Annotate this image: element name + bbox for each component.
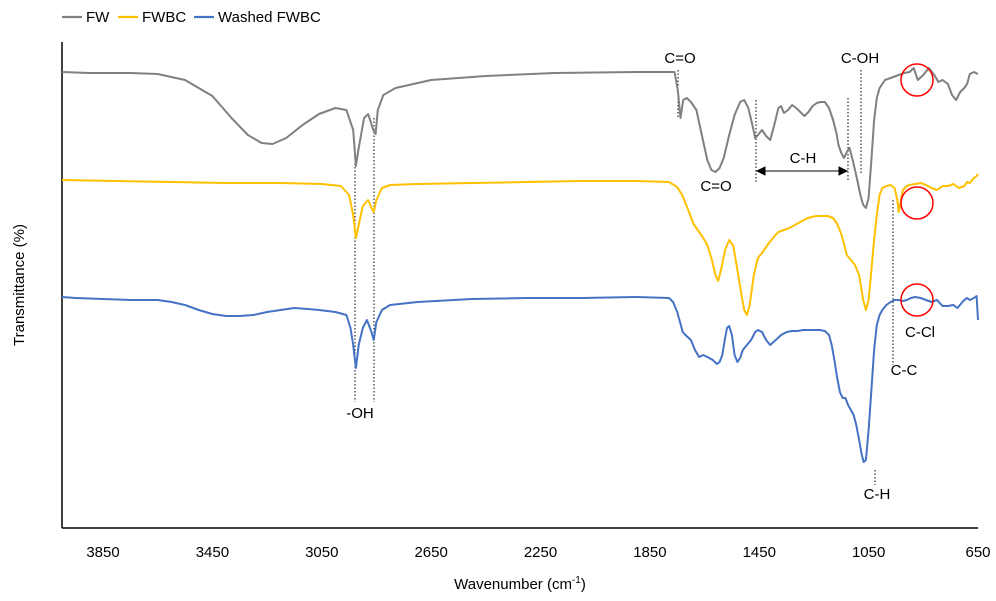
- x-tick-label: 1850: [633, 544, 666, 561]
- x-axis-label-main: Wavenumber (cm: [454, 576, 572, 593]
- x-axis-label-close: ): [581, 576, 586, 593]
- peak-label-co-top: C=O: [664, 50, 695, 67]
- c-h-arrow-head-left: [755, 166, 766, 176]
- x-tick-label: 1050: [852, 544, 885, 561]
- series-line-fw: [61, 67, 979, 209]
- x-tick-label: 3050: [305, 544, 338, 561]
- x-tick-labels: 3850 3450 3050 2650 2250 1850 1450 1050 650: [86, 544, 990, 561]
- legend-label-fwbc: FWBC: [142, 9, 186, 26]
- legend-label-fw: FW: [86, 9, 110, 26]
- c-h-range-arrow: [755, 166, 849, 176]
- c-h-arrow-head-right: [838, 166, 849, 176]
- peak-label-co-lower: C=O: [700, 178, 731, 195]
- peak-guide-lines: [354, 70, 894, 485]
- legend-label-washed-fwbc: Washed FWBC: [218, 9, 321, 26]
- x-tick-label: 2650: [414, 544, 447, 561]
- highlight-circle-washed-fwbc: [900, 283, 934, 317]
- y-axis-label: Transmittance (%): [11, 224, 28, 346]
- legend: FW FWBC Washed FWBC: [62, 9, 321, 26]
- series-layer: [61, 67, 979, 463]
- series-line-fwbc: [61, 173, 979, 316]
- series-line-washed-fwbc: [61, 295, 979, 463]
- peak-annotations: -OH C=O C=O C-H C-OH C-C C-Cl C-H: [346, 50, 935, 503]
- x-axis-label-superscript: -1: [572, 575, 581, 586]
- highlight-circle-fw: [900, 63, 934, 97]
- peak-label-ch-range: C-H: [790, 150, 817, 167]
- peak-label-cc: C-C: [891, 362, 918, 379]
- highlight-circle-fwbc: [900, 186, 934, 220]
- peak-label-ccl: C-Cl: [905, 324, 935, 341]
- x-axis-label: Wavenumber (cm-1): [454, 575, 586, 593]
- x-tick-label: 650: [965, 544, 990, 561]
- x-tick-label: 3450: [196, 544, 229, 561]
- peak-label-oh: -OH: [346, 405, 374, 422]
- x-tick-label: 2250: [524, 544, 557, 561]
- peak-label-ch-bottom: C-H: [864, 486, 891, 503]
- x-tick-label: 1450: [743, 544, 776, 561]
- highlight-circles: [900, 63, 934, 317]
- peak-label-coh: C-OH: [841, 50, 879, 67]
- x-tick-label: 3850: [86, 544, 119, 561]
